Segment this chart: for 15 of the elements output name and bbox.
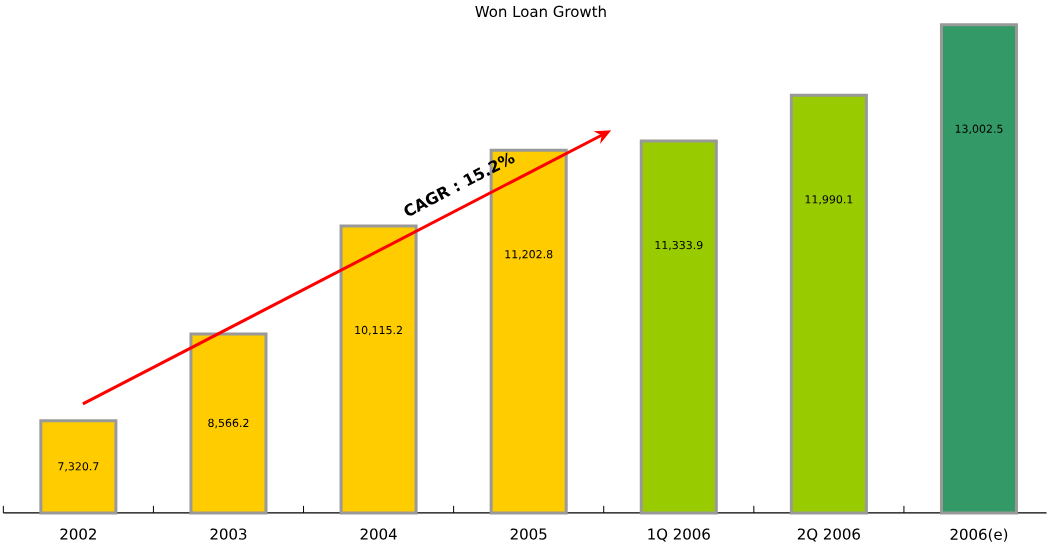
data-label: 7,320.7: [58, 462, 99, 472]
data-label: 13,002.5: [955, 124, 1003, 134]
data-label: 10,115.2: [355, 325, 402, 336]
data-label: 8,566.2: [208, 418, 249, 429]
data-label: 11,333.9: [655, 240, 703, 251]
x-tick-label: 1Q 2006: [648, 528, 710, 542]
x-tick-label: 2003: [210, 528, 247, 540]
data-label: 11,202.8: [505, 250, 553, 260]
x-tick-label: 2Q 2006: [797, 528, 860, 542]
x-tick-label: 2005: [510, 528, 547, 540]
x-tick-label: 2004: [360, 528, 397, 540]
data-label: 11,990.1: [805, 195, 853, 205]
x-tick-label: 2002: [60, 528, 96, 540]
chart-title: Won Loan Growth: [475, 5, 606, 18]
x-tick-label: 2006(e): [950, 528, 1008, 542]
